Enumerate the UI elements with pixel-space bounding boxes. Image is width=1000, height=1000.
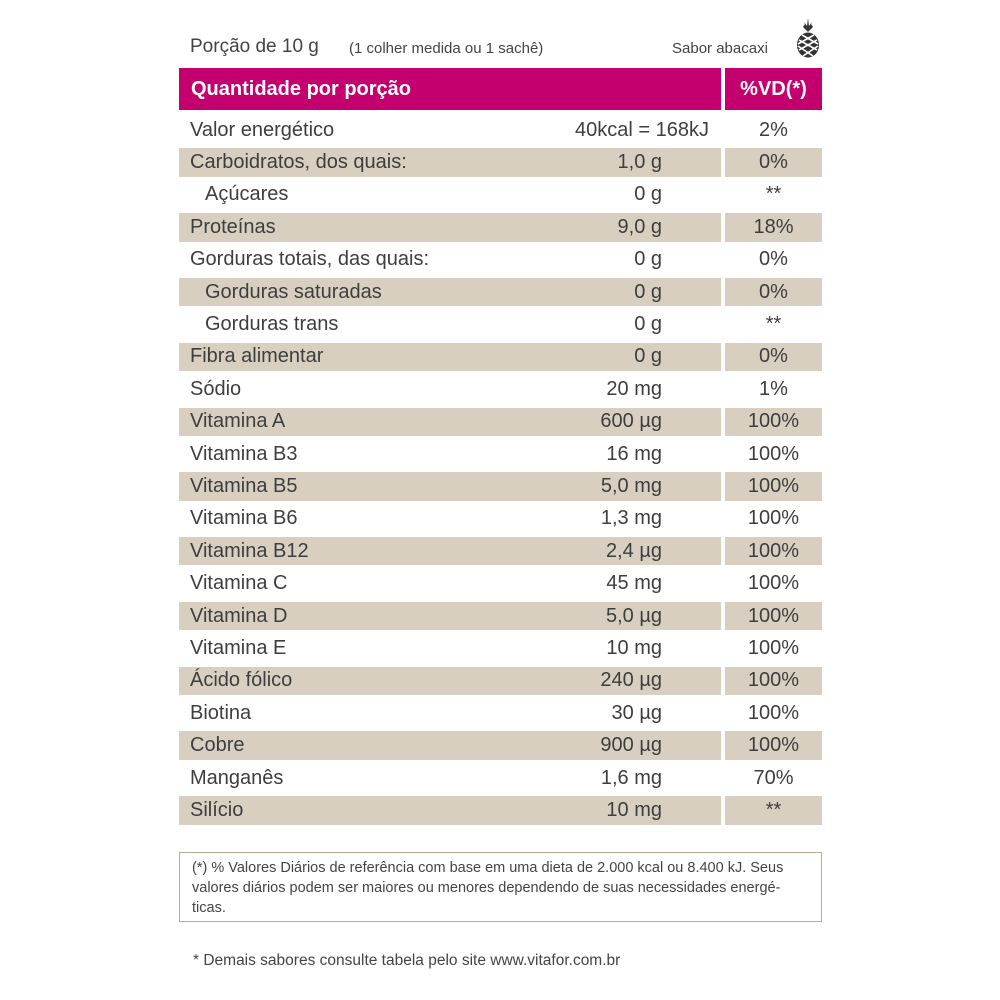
table-row: Carboidratos, dos quais: 1,0 g 0%	[179, 146, 822, 178]
nutrient-vd: 100%	[747, 572, 800, 595]
nutrient-name: Cobre	[190, 734, 245, 757]
table-row: Vitamina B3 16 mg 100%	[179, 438, 822, 470]
nutrient-vd: 100%	[747, 669, 800, 692]
nutrient-amount: 0 g	[634, 183, 662, 206]
nutrient-vd: 0%	[759, 345, 788, 368]
nutrient-vd: **	[765, 183, 782, 206]
other-flavors-note: * Demais sabores consulte tabela pelo si…	[193, 952, 621, 969]
nutrient-name: Vitamina A	[190, 410, 286, 433]
table-row: Valor energético 40kcal = 168kJ 2%	[179, 114, 822, 146]
nutrient-name: Vitamina B6	[190, 507, 298, 530]
table-row: Silício 10 mg **	[179, 794, 822, 826]
header-daily-value: %VD(*)	[725, 68, 822, 110]
nutrient-amount: 2,4 µg	[605, 539, 662, 562]
nutrient-vd: 100%	[747, 604, 800, 627]
table-row: Fibra alimentar 0 g 0%	[179, 341, 822, 373]
nutrient-name: Vitamina E	[190, 636, 287, 659]
nutrient-name: Gorduras totais, das quais:	[190, 248, 430, 271]
nutrient-vd: 0%	[759, 151, 788, 174]
serving-size: Porção de 10 g	[190, 36, 319, 57]
table-row: Vitamina B6 1,3 mg 100%	[179, 503, 822, 535]
nutrient-amount: 240 µg	[600, 669, 662, 692]
nutrient-amount: 20 mg	[606, 377, 662, 400]
table-row: Vitamina A 600 µg 100%	[179, 406, 822, 438]
nutrient-name: Açúcares	[205, 183, 289, 206]
nutrient-name: Carboidratos, dos quais:	[190, 151, 407, 174]
nutrient-amount: 1,3 mg	[600, 507, 662, 530]
table-row: Cobre 900 µg 100%	[179, 729, 822, 761]
nutrient-amount: 40kcal = 168kJ	[575, 118, 709, 141]
nutrient-amount: 10 mg	[606, 798, 662, 821]
nutrient-vd: 100%	[747, 636, 800, 659]
nutrient-amount: 900 µg	[600, 734, 662, 757]
nutrient-vd: 100%	[747, 734, 800, 757]
nutrient-vd: 1%	[759, 377, 788, 400]
table-rows: Valor energético 40kcal = 168kJ 2% Carboid…	[179, 114, 822, 827]
table-row: Manganês 1,6 mg 70%	[179, 762, 822, 794]
nutrient-vd: 18%	[753, 215, 794, 238]
flavor-label: Sabor abacaxi	[672, 40, 768, 57]
table-row: Açúcares 0 g **	[179, 179, 822, 211]
nutrient-name: Vitamina C	[190, 572, 288, 595]
nutrient-name: Gorduras trans	[205, 313, 339, 336]
nutrient-amount: 0 g	[634, 248, 662, 271]
nutrient-amount: 10 mg	[606, 636, 662, 659]
table-row: Vitamina E 10 mg 100%	[179, 632, 822, 664]
nutrient-vd: 100%	[747, 442, 800, 465]
table-row: Ácido fólico 240 µg 100%	[179, 665, 822, 697]
nutrient-vd: 2%	[759, 118, 788, 141]
nutrient-vd: 0%	[759, 248, 788, 271]
nutrient-name: Vitamina B5	[190, 474, 298, 497]
nutrient-amount: 45 mg	[606, 572, 662, 595]
table-row: Vitamina B5 5,0 mg 100%	[179, 470, 822, 502]
table-row: Vitamina B12 2,4 µg 100%	[179, 535, 822, 567]
table-row: Proteínas 9,0 g 18%	[179, 211, 822, 243]
nutrient-vd: 100%	[747, 410, 800, 433]
nutrient-vd: 70%	[753, 766, 794, 789]
nutrient-amount: 1,0 g	[617, 151, 662, 174]
nutrient-name: Biotina	[190, 701, 252, 724]
nutrient-vd: 100%	[747, 701, 800, 724]
nutrient-name: Valor energético	[190, 118, 335, 141]
nutrient-vd: **	[765, 798, 782, 821]
nutrient-vd: 100%	[747, 474, 800, 497]
table-row: Gorduras trans 0 g **	[179, 308, 822, 340]
nutrient-name: Sódio	[190, 377, 242, 400]
header-quantity: Quantidade por porção	[179, 68, 721, 110]
daily-value-footnote: (*) % Valores Diários de referência com …	[179, 852, 822, 922]
table-row: Biotina 30 µg 100%	[179, 697, 822, 729]
nutrient-amount: 16 mg	[606, 442, 662, 465]
nutrient-name: Ácido fólico	[190, 669, 293, 692]
nutrient-name: Manganês	[190, 766, 284, 789]
nutrient-name: Gorduras saturadas	[205, 280, 382, 303]
nutrient-name: Vitamina D	[190, 604, 288, 627]
table-row: Gorduras saturadas 0 g 0%	[179, 276, 822, 308]
nutrient-name: Vitamina B12	[190, 539, 309, 562]
pineapple-icon	[797, 18, 819, 58]
table-row: Vitamina C 45 mg 100%	[179, 567, 822, 599]
nutrient-amount: 0 g	[634, 345, 662, 368]
nutrient-amount: 30 µg	[611, 701, 662, 724]
table-header: Quantidade por porção %VD(*)	[179, 68, 822, 110]
table-row: Vitamina D 5,0 µg 100%	[179, 600, 822, 632]
nutrient-name: Proteínas	[190, 215, 276, 238]
nutrition-table: Quantidade por porção %VD(*) Valor energ…	[179, 68, 822, 827]
nutrient-vd: 100%	[747, 539, 800, 562]
nutrient-vd: 100%	[747, 507, 800, 530]
table-row: Sódio 20 mg 1%	[179, 373, 822, 405]
nutrient-amount: 1,6 mg	[600, 766, 662, 789]
nutrient-amount: 5,0 µg	[605, 604, 662, 627]
nutrient-amount: 5,0 mg	[600, 474, 662, 497]
nutrient-name: Vitamina B3	[190, 442, 298, 465]
nutrient-amount: 600 µg	[600, 410, 662, 433]
nutrient-name: Silício	[190, 798, 244, 821]
table-row: Gorduras totais, das quais: 0 g 0%	[179, 244, 822, 276]
nutrient-amount: 9,0 g	[617, 215, 662, 238]
serving-note: (1 colher medida ou 1 sachê)	[349, 40, 544, 57]
nutrient-vd: 0%	[759, 280, 788, 303]
nutrient-amount: 0 g	[634, 313, 662, 336]
nutrient-amount: 0 g	[634, 280, 662, 303]
nutrient-vd: **	[765, 313, 782, 336]
nutrient-name: Fibra alimentar	[190, 345, 324, 368]
